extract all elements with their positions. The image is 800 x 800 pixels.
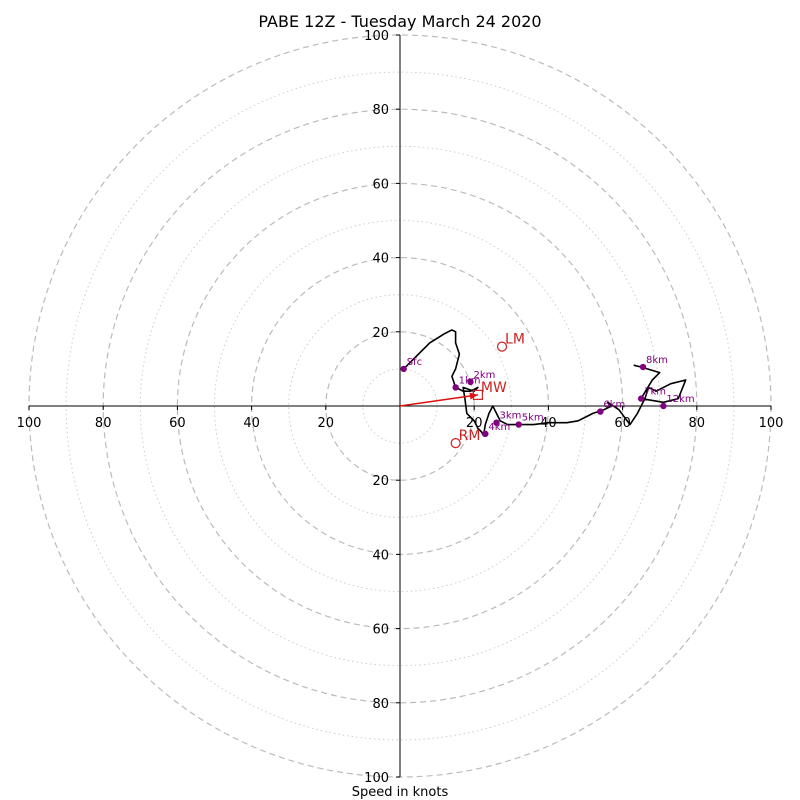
x-tick-label: 60: [169, 416, 186, 431]
y-tick-label: 80: [372, 103, 389, 118]
tick-labels: 100 80 60 40 20 20 40 60 80 100100806040202040608…: [17, 29, 784, 786]
hodograph-line: [403, 329, 687, 437]
height-marker-label: 4km: [488, 422, 510, 433]
height-marker-dot: [515, 421, 522, 428]
storm-motion-label: LM: [505, 332, 525, 348]
storm-motion-label: MW: [481, 380, 507, 396]
height-marker-dot: [637, 395, 645, 402]
height-marker-label: 3km: [499, 411, 521, 422]
height-marker-dot: [482, 430, 489, 438]
height-marker-label: 7km: [644, 387, 666, 398]
storm-motion-marker: [472, 389, 484, 400]
y-tick-label: 60: [372, 177, 389, 192]
storm-motion-marker: [496, 341, 508, 352]
height-marker-label: 12km: [666, 394, 694, 405]
height-marker-dot: [467, 378, 474, 386]
x-tick-label: 80: [95, 416, 112, 431]
height-marker-label: Sfc: [407, 357, 422, 368]
height-marker-dot: [639, 363, 647, 371]
storm-motion-label: RM: [459, 428, 481, 444]
y-tick-label: 20: [372, 474, 389, 489]
chart-title: PABE 12Z - Tuesday March 24 2020: [258, 12, 541, 31]
height-marker-label: 6km: [603, 400, 625, 411]
storm-motion-marker: [450, 438, 461, 449]
y-tick-label: 40: [372, 252, 389, 267]
height-marker-dot: [597, 408, 604, 415]
x-tick-label: 80: [689, 416, 706, 431]
height-marker-label: 2km: [473, 370, 495, 381]
x-tick-label: 40: [243, 416, 260, 431]
y-tick-label: 80: [372, 697, 389, 712]
height-marker-dot: [400, 365, 407, 373]
x-tick-label: 100: [759, 416, 784, 431]
y-tick-label: 40: [372, 548, 389, 563]
height-marker-dot: [660, 402, 667, 410]
height-marker-dot: [493, 419, 500, 426]
x-tick-label: 20: [466, 416, 483, 431]
y-tick-label: 100: [364, 29, 389, 44]
height-marker-dot: [452, 384, 459, 391]
y-tick-label: 60: [372, 623, 389, 638]
shear-vector: [399, 394, 479, 407]
height-marker-label: 8km: [646, 355, 668, 366]
x-tick-label: 20: [318, 416, 335, 431]
height-markers: Sfc1km2km3km4km5km6km7km8km12km: [400, 355, 695, 438]
storm-motions: LM RM MW: [450, 332, 525, 449]
height-marker-label: 5km: [522, 413, 544, 424]
y-tick-label: 20: [372, 326, 389, 341]
x-axis-label: Speed in knots: [352, 785, 449, 800]
y-tick-label: 100: [364, 771, 389, 786]
x-tick-label: 100: [17, 416, 42, 431]
